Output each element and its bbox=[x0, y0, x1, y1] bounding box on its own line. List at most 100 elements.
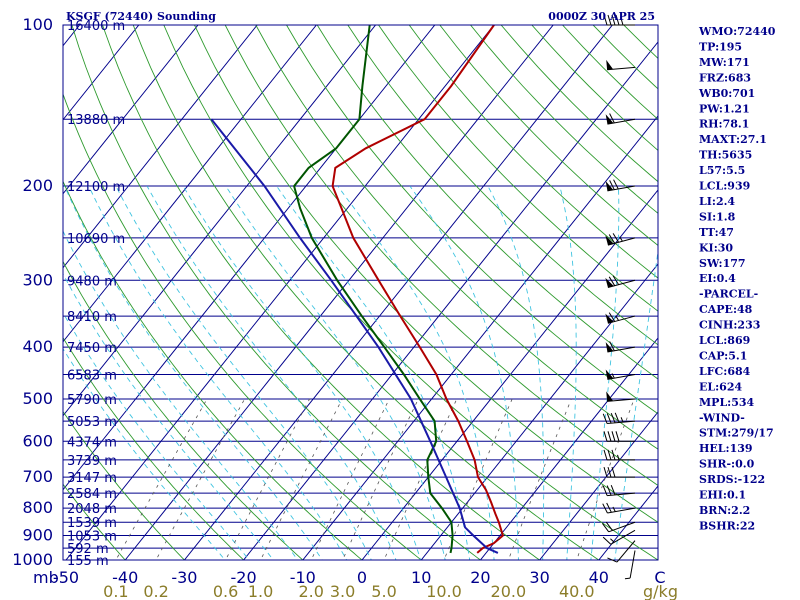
isotherm-line bbox=[63, 25, 199, 195]
moist-adiabat bbox=[63, 311, 250, 560]
barb-flag bbox=[610, 485, 616, 496]
stat-entry: EL:624 bbox=[699, 380, 742, 393]
wind-barb bbox=[607, 540, 636, 563]
height-label: 1053 m bbox=[67, 530, 117, 545]
barb-staff bbox=[607, 398, 636, 402]
barb-half-flag bbox=[624, 577, 631, 580]
barb-flag bbox=[607, 449, 612, 461]
barb-flag bbox=[611, 449, 616, 461]
stat-entry: TT:47 bbox=[699, 226, 734, 239]
barb-flag bbox=[607, 557, 618, 563]
stat-entry: LI:2.4 bbox=[699, 195, 735, 208]
stat-entry: SRDS:-122 bbox=[699, 473, 765, 486]
barb-flag bbox=[613, 179, 619, 190]
pressure-tick-label: 100 bbox=[22, 15, 53, 34]
station-title: KSGF (72440) Sounding bbox=[66, 10, 216, 23]
moist-adiabat bbox=[337, 185, 495, 560]
isotherm-line bbox=[302, 115, 658, 560]
stat-entry: MAXT:27.1 bbox=[699, 133, 767, 146]
stat-entry: EHI:0.1 bbox=[699, 489, 746, 502]
barb-flag bbox=[607, 14, 612, 26]
stat-entry: MW:171 bbox=[699, 56, 750, 69]
barb-flag bbox=[612, 275, 620, 285]
wind-barb bbox=[605, 179, 636, 192]
isotherm-line bbox=[65, 25, 495, 560]
barb-flag bbox=[606, 502, 612, 513]
dry-adiabat bbox=[63, 180, 363, 560]
wind-barb bbox=[602, 502, 636, 514]
mixing-ratio-line bbox=[383, 398, 458, 560]
stat-entry: -PARCEL- bbox=[699, 288, 758, 301]
barb-flag bbox=[615, 431, 620, 442]
moist-adiabat bbox=[146, 185, 397, 560]
height-label: 13880 m bbox=[67, 113, 125, 128]
mixing-ratio-unit-label: g/kg bbox=[643, 582, 678, 600]
isotherm-line bbox=[63, 25, 376, 417]
temperature-unit-label: C bbox=[654, 568, 665, 587]
temperature-tick-label: 20 bbox=[470, 568, 490, 587]
mixing-ratio-tick-label: 0.2 bbox=[143, 582, 168, 600]
height-label: 155 m bbox=[67, 554, 109, 569]
moist-adiabat bbox=[182, 185, 422, 560]
pressure-tick-label: 200 bbox=[22, 176, 53, 195]
dewpoint-line bbox=[293, 25, 454, 554]
barb-half-flag bbox=[619, 236, 623, 242]
barb-pennant bbox=[606, 59, 614, 70]
barb-flag bbox=[610, 412, 616, 424]
barb-flag bbox=[608, 312, 616, 322]
stat-entry: EI:0.4 bbox=[699, 272, 736, 285]
barb-flag bbox=[608, 276, 616, 286]
temperature-tick-label: -10 bbox=[290, 568, 316, 587]
mixing-ratio-line bbox=[576, 398, 635, 560]
barb-pennant bbox=[605, 313, 614, 324]
barb-flag bbox=[612, 233, 620, 243]
barb-flag bbox=[611, 466, 616, 478]
barb-half-flag bbox=[621, 19, 624, 26]
moist-adiabat bbox=[63, 347, 226, 560]
height-label: 6583 m bbox=[67, 368, 117, 383]
stat-entry: STM:279/17 bbox=[699, 427, 774, 440]
wind-barb bbox=[605, 369, 636, 380]
moist-adiabat bbox=[487, 185, 545, 560]
stats-panel: WMO:72440 TP:195 MW:171 FRZ:683 WB0:701 PW:1.… bbox=[698, 25, 776, 532]
wind-barb bbox=[605, 233, 636, 246]
wind-barb bbox=[605, 312, 636, 324]
temperature-line bbox=[331, 25, 505, 554]
barb-half-flag bbox=[610, 538, 615, 543]
dry-adiabat bbox=[194, 25, 658, 523]
dry-adiabat bbox=[71, 25, 482, 560]
wind-barb bbox=[603, 14, 635, 26]
stat-entry: CAP:5.1 bbox=[699, 349, 747, 362]
isotherm-line bbox=[539, 411, 658, 560]
temperature-tick-label: -20 bbox=[231, 568, 257, 587]
stat-entry: TP:195 bbox=[699, 40, 742, 53]
stat-entry: SHR-:0.0 bbox=[699, 458, 755, 471]
barb-pennant bbox=[605, 369, 614, 380]
stat-entry: LCL:869 bbox=[699, 334, 750, 347]
pressure-tick-label: 800 bbox=[22, 498, 53, 517]
mixing-ratio-tick-label: 5.0 bbox=[371, 582, 396, 600]
mixing-ratio-tick-label: 3.0 bbox=[330, 582, 355, 600]
grid bbox=[63, 25, 658, 560]
stat-entry: WMO:72440 bbox=[698, 25, 776, 38]
barb-flag bbox=[603, 466, 608, 478]
temperature-tick-label: -50 bbox=[53, 568, 79, 587]
barb-pennant bbox=[606, 391, 614, 402]
mixing-ratio-line bbox=[443, 398, 513, 560]
series-layer bbox=[210, 25, 505, 554]
barb-staff bbox=[616, 540, 636, 563]
height-label: 7450 m bbox=[67, 341, 117, 356]
dry-adiabat bbox=[378, 25, 658, 312]
dry-adiabat bbox=[63, 336, 245, 560]
barb-pennant bbox=[605, 181, 614, 191]
moist-adiabat bbox=[225, 185, 446, 560]
height-label: 10690 m bbox=[67, 232, 125, 247]
temperature-tick-label: 0 bbox=[357, 568, 367, 587]
barb-flag bbox=[603, 449, 608, 461]
stat-entry: LFC:684 bbox=[699, 365, 751, 378]
moist-adiabat bbox=[64, 185, 323, 560]
barb-half-flag bbox=[611, 373, 615, 379]
stat-entry: TH:5635 bbox=[699, 149, 752, 162]
